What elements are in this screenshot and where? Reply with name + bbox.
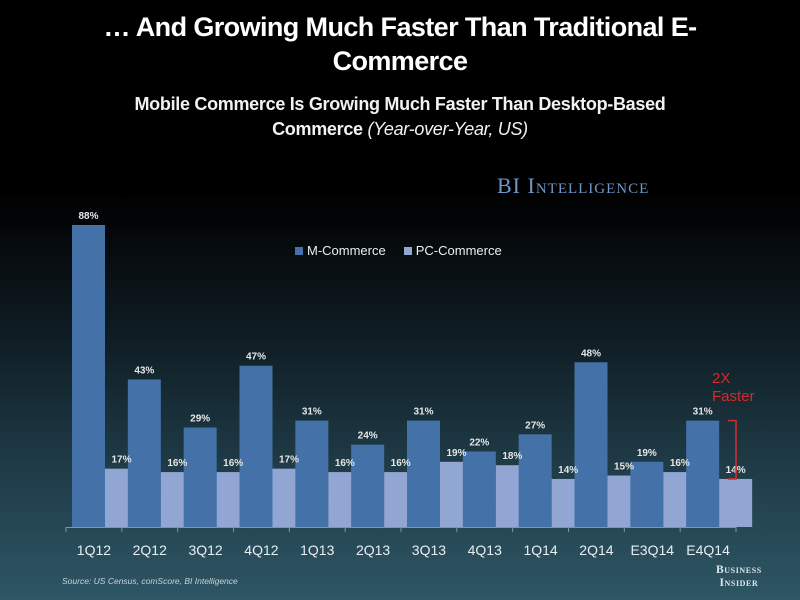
data-label-pc-commerce-4q12: 17% (279, 455, 299, 466)
bi-intelligence-logo: BI Intelligence (497, 173, 650, 198)
data-label-pc-commerce-2q14: 15% (614, 462, 634, 473)
category-label-e3q14: E3Q14 (630, 542, 674, 558)
legend-swatch-pc-commerce (403, 246, 412, 255)
data-label-m-commerce-2q13: 24% (358, 431, 378, 442)
data-label-pc-commerce-1q12: 17% (111, 455, 131, 466)
category-label-2q12: 2Q12 (133, 542, 167, 558)
annotation-line2: Faster (712, 388, 755, 405)
bar-m-commerce-1q12 (72, 225, 105, 527)
category-label-2q13: 2Q13 (356, 542, 390, 558)
category-label-e4q14: E4Q14 (686, 542, 730, 558)
category-label-3q13: 3Q13 (412, 542, 446, 558)
bar-m-commerce-2q14 (574, 362, 608, 527)
category-label-2q14: 2Q14 (579, 542, 613, 558)
bar-m-commerce-3q12 (183, 427, 217, 527)
bar-pc-commerce-e4q14 (719, 478, 753, 527)
data-label-m-commerce-e4q14: 31% (693, 407, 713, 418)
data-label-pc-commerce-2q13: 16% (391, 458, 411, 469)
data-label-pc-commerce-1q14: 14% (558, 465, 578, 476)
bar-m-commerce-1q14 (518, 434, 552, 527)
legend-label-m-commerce: M-Commerce (307, 243, 386, 258)
bar-m-commerce-e4q14 (686, 420, 720, 527)
source-note: Source: US Census, comScore, BI Intellig… (62, 576, 238, 586)
logo-line2: Insider (719, 577, 759, 589)
data-label-m-commerce-2q12: 43% (134, 365, 154, 376)
data-label-m-commerce-4q12: 47% (246, 352, 266, 363)
category-label-1q13: 1Q13 (300, 542, 334, 558)
category-label-1q14: 1Q14 (523, 542, 557, 558)
data-label-m-commerce-1q13: 31% (302, 407, 322, 418)
legend-swatch-m-commerce (295, 246, 303, 255)
data-label-m-commerce-4q13: 22% (469, 438, 489, 449)
data-label-m-commerce-3q12: 29% (190, 413, 210, 424)
bar-m-commerce-3q13 (407, 420, 440, 527)
data-label-pc-commerce-2q12: 16% (167, 458, 187, 469)
subtitle-note: (Year-over-Year, US) (367, 119, 528, 139)
bar-m-commerce-2q13 (351, 444, 385, 527)
data-label-pc-commerce-e3q14: 16% (670, 458, 690, 469)
annotation-bracket (728, 419, 737, 480)
bars-group (72, 225, 753, 527)
data-label-m-commerce-1q14: 27% (525, 420, 545, 431)
business-insider-logo: Business Insider (716, 564, 762, 590)
legend: M-Commerce PC-Commerce (295, 243, 502, 258)
chart-subtitle: Mobile Commerce Is Growing Much Faster T… (100, 92, 700, 142)
slide-title: … And Growing Much Faster Than Tradition… (103, 12, 697, 76)
logo-line1: Business (716, 564, 762, 576)
category-label-4q12: 4Q12 (244, 542, 278, 558)
data-label-m-commerce-3q13: 31% (413, 407, 433, 418)
bracket-icon (728, 419, 737, 480)
bar-m-commerce-4q12 (239, 365, 273, 527)
data-label-pc-commerce-4q13: 18% (502, 451, 522, 462)
legend-item-pc-commerce: PC-Commerce (403, 243, 502, 258)
category-label-3q12: 3Q12 (188, 542, 222, 558)
bar-m-commerce-e3q14 (630, 461, 664, 527)
data-label-m-commerce-e3q14: 19% (637, 448, 657, 459)
subtitle-main: Mobile Commerce Is Growing Much Faster T… (134, 94, 666, 139)
data-label-pc-commerce-1q13: 16% (335, 458, 355, 469)
category-label-4q13: 4Q13 (468, 542, 502, 558)
data-label-pc-commerce-3q13: 19% (446, 448, 466, 459)
bar-labels-group: 88% 17% 43% 16% 29% 16% 47% 17% 31% 16% 24% 16% 31% 1… (78, 211, 745, 476)
data-label-pc-commerce-3q12: 16% (223, 458, 243, 469)
category-label-1q12: 1Q12 (77, 542, 111, 558)
legend-label-pc-commerce: PC-Commerce (415, 243, 502, 258)
legend-item-m-commerce: M-Commerce (295, 243, 386, 258)
bar-m-commerce-1q13 (295, 420, 329, 527)
faster-annotation: 2X Faster (712, 370, 755, 406)
data-label-m-commerce-1q12: 88% (78, 211, 98, 222)
annotation-line1: 2X (712, 370, 731, 387)
bar-m-commerce-2q12 (127, 379, 161, 527)
x-axis (65, 527, 737, 532)
category-labels-group: 1Q12 2Q12 3Q12 4Q12 1Q13 2Q13 3Q13 4Q13 1Q14 2Q14… (77, 542, 730, 558)
data-label-m-commerce-2q14: 48% (581, 348, 601, 359)
bar-m-commerce-4q13 (462, 451, 496, 527)
